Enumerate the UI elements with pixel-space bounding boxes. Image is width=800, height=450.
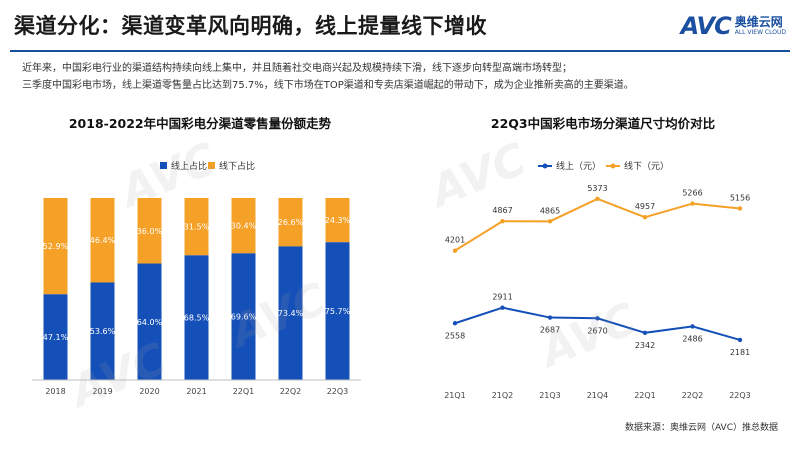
data-label-offline: 36.0%: [137, 227, 163, 236]
data-source: 数据来源：奥维云网（AVC）推总数据: [624, 423, 778, 433]
x-tick-label: 22Q2: [682, 391, 704, 400]
point-offline: [452, 248, 458, 253]
data-label: 4957: [635, 202, 655, 211]
bar-online: [231, 253, 256, 380]
intro-text: 近年来，中国彩电行业的渠道结构持续向线上集中，并且随着社交电商兴起及规模持续下滑…: [22, 60, 782, 94]
price-chart-title: 22Q3中国彩电市场分渠道尺寸均价对比: [490, 116, 716, 131]
point-offline: [500, 219, 505, 224]
data-label-offline: 30.4%: [231, 222, 257, 231]
share-chart-title: 2018-2022年中国彩电分渠道零售量份额走势: [68, 116, 332, 131]
legend-label-online: 线上占比: [171, 160, 207, 172]
bar-offline: [325, 198, 350, 243]
x-tick-label: 2020: [139, 387, 159, 396]
data-label: 2342: [635, 341, 655, 350]
legend-label-online: 线上（元）: [556, 160, 601, 172]
data-label-online: 73.4%: [278, 309, 304, 318]
data-label-offline: 24.3%: [325, 216, 351, 225]
data-label-online: 47.1%: [43, 333, 69, 342]
data-label: 5156: [730, 193, 750, 202]
x-tick-label: 22Q3: [729, 391, 751, 400]
data-label: 4201: [445, 236, 465, 245]
data-label: 2911: [492, 293, 512, 302]
x-tick-label: 22Q1: [233, 387, 255, 396]
bar-offline: [278, 198, 303, 247]
data-label: 5266: [682, 189, 702, 198]
brand-name: 奥维云网: [734, 15, 783, 29]
x-tick-label: 2019: [92, 387, 112, 396]
point-online: [547, 315, 553, 320]
bar-offline: [90, 198, 115, 283]
brand-logo: AVC 奥维云网 ALL VIEW CLOUD: [681, 12, 786, 40]
bar-online: [90, 282, 115, 380]
x-tick-label: 22Q3: [327, 387, 349, 396]
data-label: 2181: [730, 348, 750, 357]
data-label-offline: 26.6%: [278, 218, 304, 227]
data-label-online: 53.6%: [90, 327, 116, 336]
point-online: [690, 324, 695, 329]
bar-offline: [137, 198, 162, 264]
bar-online: [325, 242, 350, 380]
x-tick-label: 2018: [45, 387, 65, 396]
data-label: 4867: [492, 206, 512, 215]
data-label: 2687: [540, 326, 560, 335]
x-tick-label: 21Q3: [539, 391, 561, 400]
data-label-offline: 46.4%: [90, 236, 116, 245]
point-online: [737, 337, 743, 343]
bar-offline: [43, 198, 68, 295]
intro-line-2: 三季度中国彩电市场，线上渠道零售量占比达到75.7%，线下市场在TOP渠道和专卖…: [22, 80, 634, 91]
bar-offline: [231, 198, 256, 254]
title-rule: [10, 50, 790, 52]
legend-marker-online: [542, 163, 548, 169]
x-tick-label: 2021: [186, 387, 206, 396]
point-online: [500, 305, 505, 310]
x-tick-label: 21Q1: [444, 391, 466, 400]
data-label-offline: 52.9%: [43, 242, 69, 251]
point-online: [595, 316, 600, 321]
bar-online: [278, 246, 303, 380]
x-tick-label: 21Q4: [587, 391, 609, 400]
legend-label-offline: 线下占比: [219, 160, 255, 172]
point-offline: [690, 201, 695, 206]
data-label-online: 75.7%: [325, 307, 351, 316]
bar-online: [137, 263, 162, 380]
legend-marker-offline: [610, 163, 616, 169]
point-offline: [547, 219, 553, 224]
point-offline: [737, 206, 743, 211]
intro-line-1: 近年来，中国彩电行业的渠道结构持续向线上集中，并且随着社交电商兴起及规模持续下滑…: [22, 63, 572, 74]
point-offline: [595, 196, 600, 202]
legend-swatch-offline: [208, 162, 215, 169]
x-tick-label: 22Q1: [634, 391, 656, 400]
data-label: 5373: [587, 184, 607, 193]
data-label: 2486: [682, 334, 702, 343]
bar-offline: [184, 198, 209, 256]
brand-tagline: ALL VIEW CLOUD: [734, 29, 786, 36]
avc-logo-icon: AVC: [680, 12, 732, 40]
data-label-online: 69.6%: [231, 313, 257, 322]
legend-label-offline: 线下（元）: [624, 160, 669, 172]
data-label-online: 68.5%: [184, 314, 210, 323]
x-tick-label: 21Q2: [492, 391, 514, 400]
brand-name-block: 奥维云网 ALL VIEW CLOUD: [735, 16, 786, 36]
legend-swatch-online: [160, 162, 167, 169]
bar-online: [43, 294, 68, 380]
data-label-online: 64.0%: [137, 318, 163, 327]
data-label-offline: 31.5%: [184, 223, 210, 232]
point-online: [452, 321, 458, 326]
data-label: 2670: [587, 326, 607, 335]
x-tick-label: 22Q2: [280, 387, 302, 396]
data-label: 2558: [445, 331, 465, 340]
bar-online: [184, 255, 209, 380]
point-online: [642, 330, 648, 335]
point-offline: [642, 215, 648, 220]
page-title: 渠道分化：渠道变革风向明确，线上提量线下增收: [14, 14, 487, 38]
data-label: 4865: [540, 206, 560, 215]
